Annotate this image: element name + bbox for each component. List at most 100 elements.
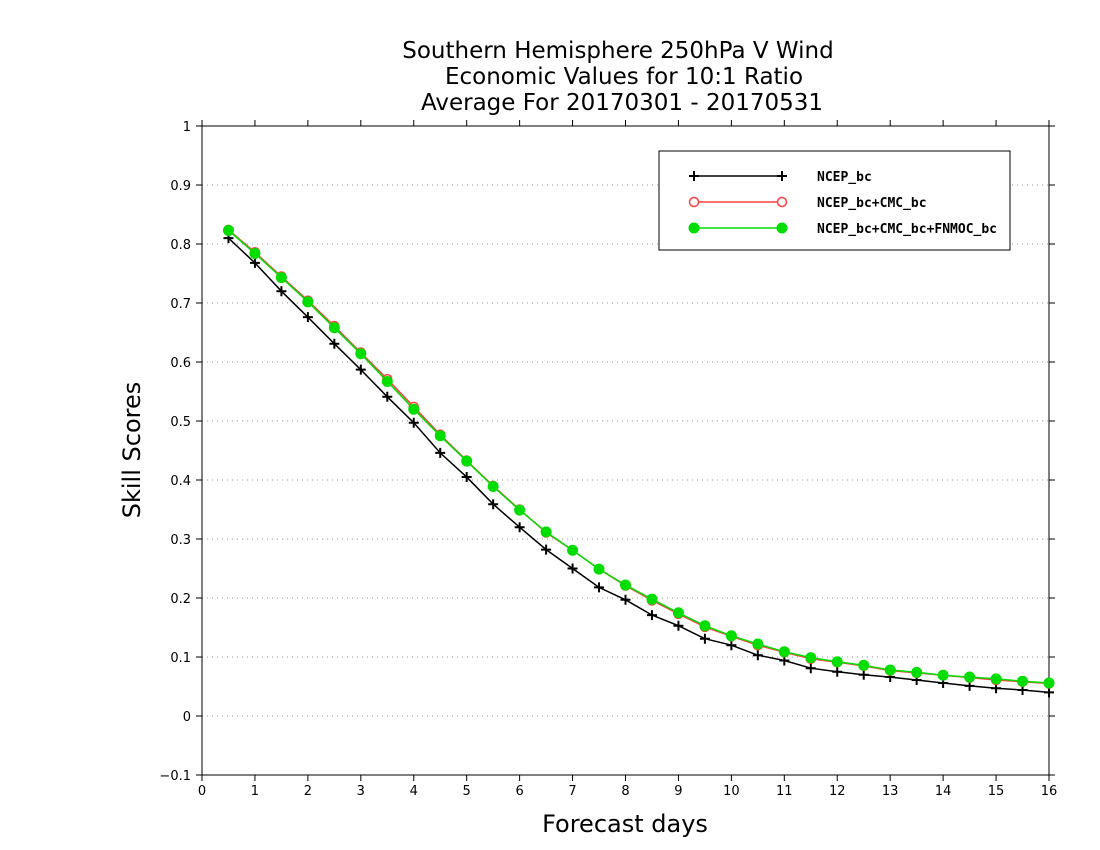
legend-marker bbox=[688, 196, 700, 208]
legend-entry: NCEP_bc+CMC_bc+FNMOC_bc bbox=[688, 222, 997, 237]
data-point bbox=[778, 646, 790, 658]
data-point bbox=[1044, 687, 1054, 698]
data-point bbox=[831, 656, 843, 668]
x-tick-label: 3 bbox=[357, 784, 365, 799]
data-point bbox=[726, 640, 737, 651]
series-line bbox=[227, 237, 1050, 694]
y-tick-label: 1 bbox=[183, 120, 191, 135]
data-point bbox=[646, 610, 657, 621]
data-point bbox=[646, 593, 658, 605]
x-tick-label: 0 bbox=[198, 784, 206, 799]
chart-title: Southern Hemisphere 250hPa V Wind Econom… bbox=[402, 38, 833, 116]
data-point bbox=[832, 666, 843, 677]
data-point bbox=[382, 391, 393, 402]
data-point bbox=[858, 669, 869, 680]
data-point bbox=[408, 403, 420, 415]
y-axis-ticks: −0.1 0 0.1 0.2 0.3 0.4 0.5 0.6 0.7 0.8 0.9 1 bbox=[159, 120, 1055, 784]
data-point bbox=[355, 364, 366, 375]
data-point bbox=[752, 650, 763, 661]
x-tick-label: 16 bbox=[1041, 784, 1058, 799]
x-tick-label: 7 bbox=[568, 784, 576, 799]
data-point bbox=[672, 607, 684, 619]
data-point bbox=[435, 447, 446, 458]
data-point bbox=[302, 312, 313, 323]
data-point bbox=[461, 455, 473, 467]
data-point bbox=[805, 663, 816, 674]
data-point bbox=[381, 375, 393, 387]
data-point bbox=[434, 430, 446, 442]
x-axis-label: Forecast days bbox=[542, 810, 708, 838]
data-point bbox=[302, 296, 314, 308]
series-1 bbox=[223, 224, 1055, 689]
y-tick-label: 0.9 bbox=[170, 179, 191, 194]
y-tick-label: 0.5 bbox=[170, 415, 191, 430]
data-point bbox=[222, 224, 234, 236]
data-point bbox=[594, 582, 605, 593]
data-point bbox=[911, 666, 923, 678]
x-tick-label: 11 bbox=[776, 784, 793, 799]
x-tick-label: 13 bbox=[882, 784, 899, 799]
x-tick-label: 15 bbox=[988, 784, 1005, 799]
series-2 bbox=[222, 224, 1055, 689]
data-point bbox=[805, 652, 817, 664]
y-tick-label: 0.6 bbox=[170, 356, 191, 371]
data-point bbox=[276, 286, 287, 297]
data-point bbox=[567, 563, 578, 574]
data-point bbox=[540, 526, 552, 538]
data-point bbox=[725, 630, 737, 642]
legend-marker bbox=[776, 196, 788, 208]
data-point bbox=[408, 417, 419, 428]
legend-marker bbox=[777, 171, 787, 181]
data-point bbox=[1017, 675, 1029, 687]
title-line-2: Economic Values for 10:1 Ratio bbox=[445, 64, 803, 90]
legend-entry: NCEP_bc bbox=[689, 170, 872, 185]
data-point bbox=[699, 620, 711, 632]
data-point bbox=[620, 579, 631, 591]
y-tick-label: 0.3 bbox=[170, 533, 191, 548]
legend-label: NCEP_bc+CMC_bc+FNMOC_bc bbox=[817, 222, 997, 237]
x-axis-ticks: 0 1 2 3 4 5 6 7 8 9 10 11 12 13 14 15 16 bbox=[198, 120, 1057, 799]
data-point bbox=[249, 257, 260, 268]
grid bbox=[202, 184, 1049, 717]
data-point bbox=[329, 338, 340, 349]
data-point bbox=[249, 247, 261, 259]
data-point bbox=[964, 671, 976, 683]
series-layer bbox=[222, 224, 1055, 698]
data-point bbox=[567, 544, 579, 556]
y-tick-label: 0.7 bbox=[170, 297, 191, 312]
x-tick-label: 1 bbox=[251, 784, 259, 799]
y-tick-label: 0.8 bbox=[170, 238, 191, 253]
data-point bbox=[699, 633, 710, 644]
data-point bbox=[514, 504, 526, 516]
data-point bbox=[275, 272, 287, 284]
legend-marker bbox=[776, 222, 788, 234]
data-point bbox=[990, 673, 1002, 685]
data-point bbox=[620, 594, 631, 605]
y-tick-label: 0.1 bbox=[170, 651, 191, 666]
y-tick-label: 0 bbox=[183, 710, 191, 725]
x-tick-label: 14 bbox=[935, 784, 952, 799]
series-line bbox=[228, 229, 1050, 684]
data-point bbox=[541, 544, 552, 555]
data-point bbox=[328, 322, 340, 334]
x-tick-label: 4 bbox=[410, 784, 418, 799]
legend: NCEP_bc NCEP_bc+CMC_bc NCEP_bc+CMC_bc+FNMO… bbox=[658, 150, 1011, 251]
data-point bbox=[355, 348, 367, 360]
title-line-1: Southern Hemisphere 250hPa V Wind bbox=[402, 38, 833, 64]
legend-box bbox=[658, 150, 1011, 251]
x-tick-label: 2 bbox=[304, 784, 312, 799]
data-point bbox=[461, 472, 472, 483]
legend-entry: NCEP_bc+CMC_bc bbox=[688, 196, 927, 211]
title-line-3: Average For 20170301 - 20170531 bbox=[421, 90, 823, 116]
x-tick-label: 8 bbox=[621, 784, 629, 799]
data-point bbox=[752, 638, 764, 650]
y-tick-label: 0.4 bbox=[170, 474, 191, 489]
data-point bbox=[1043, 677, 1055, 689]
data-point bbox=[487, 480, 499, 492]
data-point bbox=[514, 522, 525, 533]
legend-marker bbox=[688, 222, 700, 234]
legend-marker bbox=[689, 171, 699, 181]
y-axis-label: Skill Scores bbox=[118, 382, 146, 519]
x-tick-label: 9 bbox=[674, 784, 682, 799]
